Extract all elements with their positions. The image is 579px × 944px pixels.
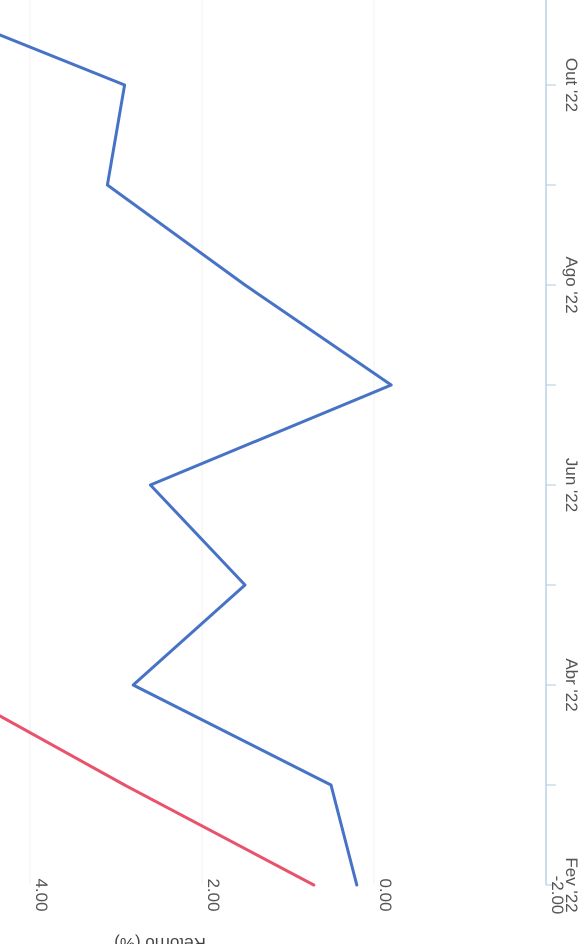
x-tick-label: Abr '22 [562, 658, 579, 711]
series-lines [0, 33, 393, 887]
y-tick-label: 4.00 [32, 878, 51, 911]
grid-lines [29, 0, 375, 885]
x-tick-label: Fev '22 [562, 857, 579, 912]
axes [545, 0, 556, 886]
x-tick-label: Out '22 [562, 58, 579, 112]
y-tick-label: 2.00 [204, 878, 223, 911]
y-tick-label: -2.00 [548, 876, 567, 915]
x-tick-label: Ago '22 [562, 256, 579, 313]
y-axis-title: Retorno (%) [114, 934, 206, 944]
series-line-1 [0, 714, 316, 887]
series-line-2 [0, 33, 393, 887]
x-tick-label: Jun '22 [562, 458, 579, 512]
y-tick-label: 0.00 [376, 878, 395, 911]
